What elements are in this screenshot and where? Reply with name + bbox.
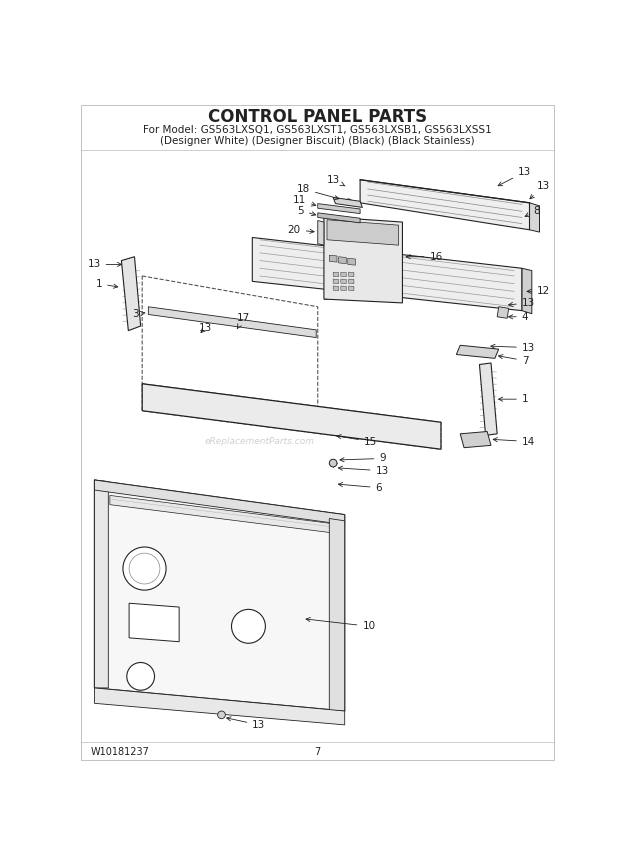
Polygon shape bbox=[341, 272, 346, 276]
Circle shape bbox=[468, 348, 476, 355]
Text: 13: 13 bbox=[339, 466, 389, 476]
Text: 14: 14 bbox=[493, 437, 535, 447]
Polygon shape bbox=[348, 259, 355, 265]
Polygon shape bbox=[94, 480, 108, 688]
Circle shape bbox=[231, 609, 265, 643]
Polygon shape bbox=[324, 217, 327, 299]
Polygon shape bbox=[324, 217, 402, 303]
Polygon shape bbox=[142, 383, 441, 449]
Text: 12: 12 bbox=[527, 287, 551, 296]
Text: 13: 13 bbox=[198, 324, 211, 333]
Text: 13: 13 bbox=[491, 342, 535, 353]
Polygon shape bbox=[497, 306, 508, 318]
Text: 10: 10 bbox=[306, 617, 376, 632]
Text: 9: 9 bbox=[340, 454, 386, 463]
Polygon shape bbox=[341, 279, 346, 283]
Polygon shape bbox=[122, 257, 141, 330]
Polygon shape bbox=[94, 480, 345, 525]
Text: 8: 8 bbox=[525, 205, 540, 217]
Polygon shape bbox=[529, 203, 539, 232]
Polygon shape bbox=[148, 306, 316, 337]
Polygon shape bbox=[148, 395, 166, 405]
Circle shape bbox=[482, 349, 489, 357]
Polygon shape bbox=[329, 255, 337, 262]
Polygon shape bbox=[333, 198, 363, 207]
Circle shape bbox=[123, 547, 166, 590]
Circle shape bbox=[126, 663, 154, 690]
Text: 7: 7 bbox=[498, 354, 528, 366]
Circle shape bbox=[218, 711, 225, 719]
Text: For Model: GS563LXSQ1, GS563LXST1, GS563LXSB1, GS563LXSS1: For Model: GS563LXSQ1, GS563LXST1, GS563… bbox=[143, 126, 492, 135]
Text: 13: 13 bbox=[327, 175, 345, 186]
Text: W10181237: W10181237 bbox=[91, 746, 149, 757]
Polygon shape bbox=[317, 204, 360, 214]
Polygon shape bbox=[333, 286, 339, 290]
Text: 5: 5 bbox=[297, 205, 316, 216]
Polygon shape bbox=[522, 268, 532, 313]
Circle shape bbox=[163, 395, 172, 404]
Text: 13: 13 bbox=[227, 716, 265, 730]
Text: 1: 1 bbox=[498, 394, 528, 404]
Polygon shape bbox=[348, 272, 354, 276]
Polygon shape bbox=[348, 286, 354, 290]
Polygon shape bbox=[460, 431, 491, 448]
Text: 7: 7 bbox=[314, 746, 321, 757]
Polygon shape bbox=[317, 213, 360, 223]
Circle shape bbox=[329, 459, 337, 467]
Text: 13: 13 bbox=[498, 167, 531, 186]
Text: 13: 13 bbox=[508, 298, 535, 308]
Polygon shape bbox=[317, 221, 324, 245]
Text: 3: 3 bbox=[133, 310, 145, 319]
Polygon shape bbox=[479, 363, 497, 436]
Circle shape bbox=[500, 309, 506, 315]
Text: eReplacementParts.com: eReplacementParts.com bbox=[205, 437, 315, 446]
Polygon shape bbox=[327, 220, 399, 245]
Polygon shape bbox=[333, 279, 339, 283]
Circle shape bbox=[345, 199, 352, 205]
Text: 1: 1 bbox=[95, 279, 118, 288]
Polygon shape bbox=[110, 496, 341, 534]
Polygon shape bbox=[360, 180, 529, 229]
Text: 20: 20 bbox=[288, 225, 314, 235]
Polygon shape bbox=[124, 259, 131, 269]
Text: 17: 17 bbox=[237, 313, 250, 329]
Text: 4: 4 bbox=[508, 312, 528, 322]
Polygon shape bbox=[341, 286, 346, 290]
Text: 13: 13 bbox=[530, 181, 551, 199]
Text: 18: 18 bbox=[297, 184, 339, 199]
Polygon shape bbox=[329, 519, 345, 711]
Polygon shape bbox=[339, 257, 346, 264]
Text: 16: 16 bbox=[406, 252, 443, 262]
Polygon shape bbox=[456, 345, 498, 359]
Polygon shape bbox=[252, 237, 522, 311]
Polygon shape bbox=[94, 688, 345, 725]
Text: CONTROL PANEL PARTS: CONTROL PANEL PARTS bbox=[208, 108, 427, 126]
Text: 6: 6 bbox=[339, 483, 382, 493]
Polygon shape bbox=[333, 272, 339, 276]
Polygon shape bbox=[348, 279, 354, 283]
Text: 13: 13 bbox=[87, 259, 122, 270]
Text: (Designer White) (Designer Biscuit) (Black) (Black Stainless): (Designer White) (Designer Biscuit) (Bla… bbox=[161, 136, 475, 146]
Text: 11: 11 bbox=[293, 195, 316, 206]
Polygon shape bbox=[129, 603, 179, 642]
Polygon shape bbox=[94, 480, 345, 711]
Text: 15: 15 bbox=[337, 435, 377, 447]
